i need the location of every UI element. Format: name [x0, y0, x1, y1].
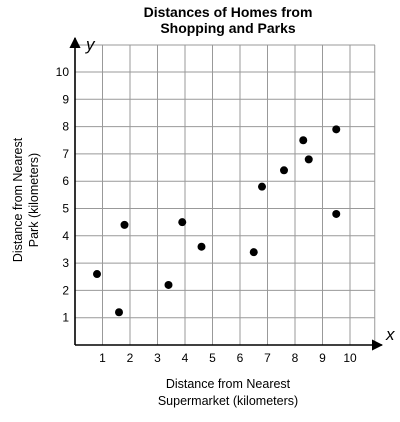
grid-lines [75, 44, 376, 345]
y-axis-label-line-1: Distance from Nearest [11, 137, 25, 262]
y-tick-label: 6 [62, 174, 69, 188]
y-tick-label: 7 [62, 147, 69, 161]
x-tick-label: 9 [319, 351, 326, 365]
x-tick-label: 3 [154, 351, 161, 365]
y-tick-label: 10 [56, 65, 70, 79]
x-tick-label: 7 [264, 351, 271, 365]
data-point [332, 125, 341, 134]
x-tick-label: 1 [99, 351, 106, 365]
y-tick-label: 1 [62, 311, 69, 325]
data-point [258, 182, 266, 191]
data-points [93, 125, 341, 317]
x-tick-label: 5 [209, 351, 216, 365]
data-point [304, 155, 313, 164]
chart-title-line-1: Distances of Homes from [144, 4, 313, 20]
data-point [332, 209, 341, 218]
x-axis-label-line-1: Distance from Nearest [166, 377, 291, 391]
x-tick-label: 10 [343, 351, 357, 365]
y-tick-label: 4 [62, 229, 69, 243]
x-tick-label: 4 [182, 351, 189, 365]
x-axis-label-line-2: Supermarket (kilometers) [158, 394, 298, 408]
tick-labels: 1 2 3 4 5 6 7 8 9 10 1 2 3 4 5 6 7 8 9 10 [56, 65, 357, 365]
y-tick-label: 8 [62, 120, 69, 134]
data-point [299, 136, 308, 145]
data-point [120, 220, 129, 229]
data-point [280, 166, 288, 175]
y-tick-label: 3 [62, 256, 69, 270]
data-point [115, 308, 123, 317]
y-tick-label: 2 [62, 283, 69, 297]
data-point [249, 248, 258, 257]
data-point [93, 270, 101, 279]
axes [69, 36, 384, 351]
data-point [164, 280, 173, 289]
chart-title-line-2: Shopping and Parks [160, 20, 296, 36]
x-tick-label: 6 [237, 351, 244, 365]
x-tick-label: 8 [292, 351, 299, 365]
y-tick-label: 5 [62, 202, 69, 216]
y-axis-label-line-2: Park (kilometers) [27, 153, 41, 247]
x-axis-letter: x [385, 325, 395, 344]
data-point [178, 218, 187, 227]
x-tick-label: 2 [127, 351, 134, 365]
y-tick-label: 9 [62, 92, 69, 106]
y-axis-letter: y [85, 35, 96, 54]
data-point [197, 242, 206, 251]
